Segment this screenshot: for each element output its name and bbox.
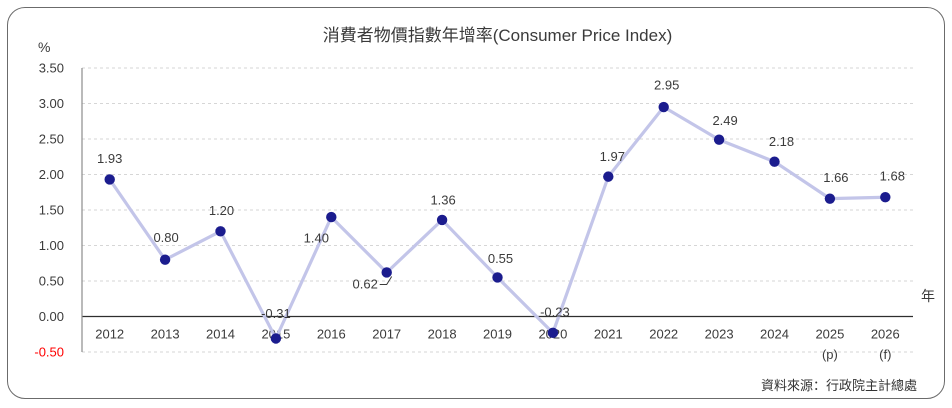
data-point-label: 1.97 — [600, 149, 625, 164]
data-point-label: 0.62 — [353, 276, 378, 291]
y-tick-label: 1.50 — [39, 203, 64, 218]
data-point-label: 0.80 — [153, 230, 178, 245]
x-tick-note: (f) — [879, 347, 891, 362]
y-tick-label: 0.50 — [39, 274, 64, 289]
y-tick-label: 3.00 — [39, 96, 64, 111]
data-point-label: 2.49 — [712, 113, 737, 128]
y-tick-label: 0.00 — [39, 309, 64, 324]
data-point-marker — [159, 254, 171, 265]
data-point-label: 1.66 — [823, 170, 848, 185]
data-point-marker — [436, 214, 448, 226]
data-point-label: 1.20 — [209, 203, 234, 218]
label-leader-line — [379, 276, 393, 285]
data-point-label: 1.36 — [430, 192, 455, 207]
data-point-marker — [270, 333, 282, 344]
x-tick-label: 2021 — [594, 327, 623, 342]
x-tick-note: (p) — [822, 347, 838, 362]
x-tick-label: 2023 — [705, 327, 734, 342]
x-tick-label: 2017 — [372, 327, 401, 342]
x-tick-label: 2018 — [428, 327, 457, 342]
chart-title: 消費者物價指數年增率(Consumer Price Index) — [322, 26, 673, 45]
y-tick-label: 1.00 — [39, 238, 64, 253]
data-point-label: 1.40 — [304, 231, 329, 246]
x-tick-label: 2025 — [815, 327, 844, 342]
data-point-marker — [603, 171, 614, 182]
x-tick-label: 2012 — [95, 327, 124, 342]
x-tick-label: 2016 — [317, 327, 346, 342]
x-tick-label: 2026 — [871, 327, 900, 342]
data-point-label: -0.23 — [540, 304, 570, 319]
y-axis-unit-label: % — [38, 39, 51, 55]
data-point-marker — [880, 192, 891, 203]
data-point-marker — [713, 134, 725, 145]
x-tick-label: 2013 — [151, 327, 180, 342]
x-tick-label: 2022 — [649, 327, 678, 342]
x-tick-label: 2024 — [760, 327, 789, 342]
data-point-marker — [769, 156, 780, 167]
data-point-marker — [381, 267, 392, 278]
data-point-marker — [492, 272, 503, 283]
data-point-marker — [326, 211, 337, 223]
chart-frame — [7, 7, 945, 399]
data-point-label: 1.93 — [97, 151, 122, 166]
data-point-marker — [824, 193, 836, 204]
x-tick-label: 2019 — [483, 327, 512, 342]
data-point-marker — [658, 101, 669, 113]
y-tick-label: 2.00 — [39, 167, 64, 182]
data-point-label: -0.31 — [261, 306, 291, 321]
x-axis-unit-label: 年 — [921, 288, 935, 304]
data-point-label: 2.95 — [654, 78, 679, 93]
y-tick-label: -0.50 — [34, 345, 64, 360]
data-point-label: 2.18 — [769, 134, 794, 149]
source-note: 資料來源：行政院主計總處 — [760, 378, 917, 393]
data-point-marker — [215, 226, 226, 237]
data-point-marker — [104, 174, 115, 185]
x-tick-label: 2014 — [206, 327, 235, 342]
y-tick-label: 3.50 — [39, 61, 64, 76]
data-point-label: 1.68 — [880, 169, 905, 184]
data-point-marker — [547, 327, 559, 339]
y-tick-label: 2.50 — [39, 132, 64, 147]
data-point-label: 0.55 — [488, 251, 513, 266]
